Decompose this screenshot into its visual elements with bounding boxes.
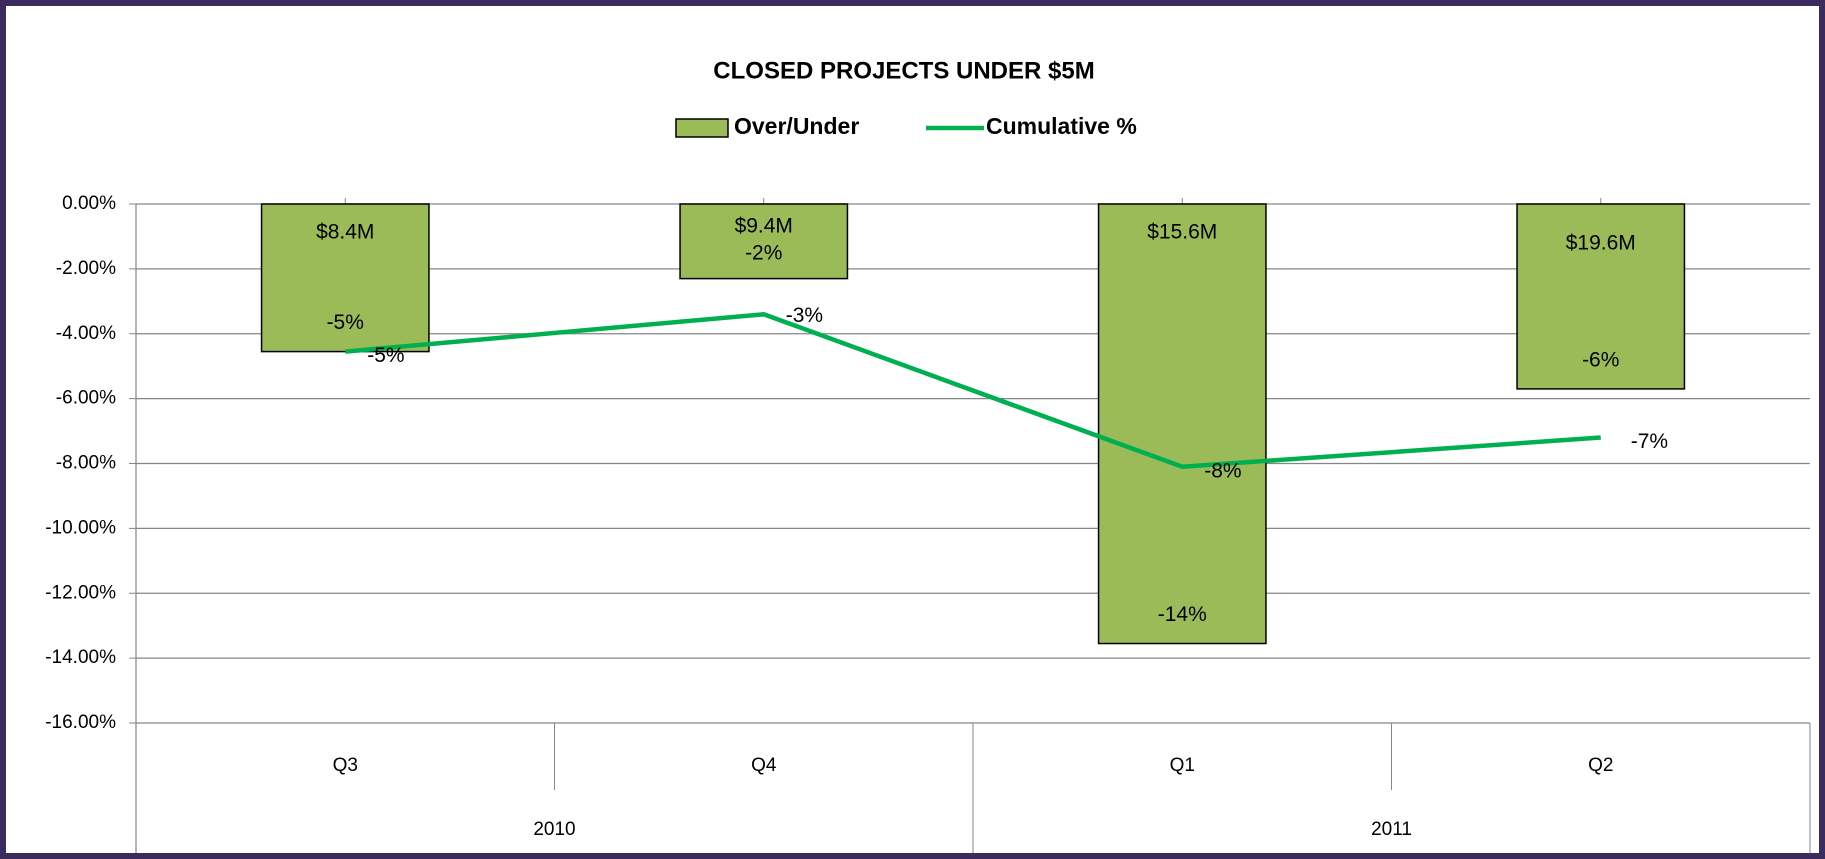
x-group-label: 2011 [1371,819,1412,840]
bar-value-label: -5% [327,311,364,334]
bar-value-label: -6% [1582,348,1619,371]
bar [260,203,430,353]
chart-title: CLOSED PROJECTS UNDER $5M [713,57,1094,84]
y-tick-label: -6.00% [56,388,116,409]
y-tick-label: -4.00% [56,323,116,344]
line [345,312,1601,469]
line-value-label: -3% [786,304,823,327]
y-tick-label: -2.00% [56,258,116,279]
x-tick-label: Q3 [333,755,358,776]
legend-label: Over/Under [734,113,859,139]
bar-annotation: $19.6M [1566,232,1636,255]
y-tick-label: -14.00% [45,647,116,668]
y-tick-label: -8.00% [56,453,116,474]
bar [679,203,849,280]
bar [1516,203,1686,390]
x-tick-label: Q4 [751,755,777,776]
y-tick-label: -12.00% [45,582,116,603]
y-tick-label: -16.00% [45,712,116,733]
legend-label: Cumulative % [986,113,1137,139]
bar-annotation: $8.4M [316,221,374,244]
line-value-label: -8% [1204,459,1241,482]
line-value-label: -7% [1631,430,1668,453]
y-tick-label: 0.00% [62,193,116,214]
bar-annotation: $15.6M [1147,221,1217,244]
x-tick-label: Q1 [1170,755,1195,776]
bar-value-label: -2% [745,242,782,265]
line-value-label: -5% [367,344,404,367]
x-group-label: 2010 [533,819,575,840]
legend-swatch [675,118,729,138]
y-tick-label: -10.00% [45,517,116,538]
x-tick-label: Q2 [1588,755,1613,776]
bar [1097,203,1267,645]
bar-value-label: -14% [1158,603,1207,626]
bar-annotation: $9.4M [735,215,793,238]
